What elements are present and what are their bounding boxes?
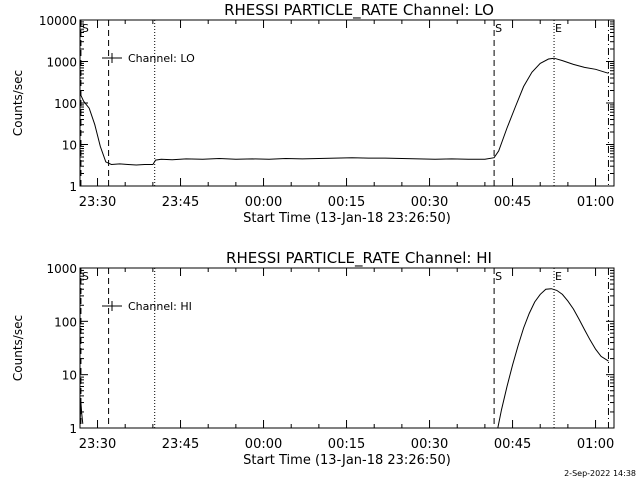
- x-tick-label-0-2: 00:00: [245, 195, 282, 210]
- y-tick-label-0-2: 100: [54, 97, 77, 111]
- y-tick-label-1-0: 1: [69, 422, 77, 436]
- y-tick-label-1-3: 1000: [46, 262, 77, 276]
- event-marker-label-1-4: E: [555, 270, 562, 283]
- series-line-1-0-1: [497, 288, 609, 429]
- y-axis-label-1: Counts/sec: [11, 315, 25, 381]
- x-tick-label-1-2: 00:00: [245, 437, 282, 452]
- y-tick-label-1-2: 100: [54, 315, 77, 329]
- chart-title-0: RHESSI PARTICLE_RATE Channel: LO: [224, 1, 494, 20]
- y-tick-label-1-1: 10: [62, 369, 77, 383]
- event-marker-label-1-0: S: [82, 270, 89, 283]
- plot-frame-1: [79, 267, 615, 429]
- x-tick-label-0-4: 00:30: [411, 195, 448, 210]
- y-tick-label-0-1: 10: [62, 139, 77, 153]
- event-marker-label-0-3: S: [495, 22, 502, 35]
- y-tick-label-0-3: 1000: [46, 56, 77, 70]
- event-marker-label-1-3: S: [495, 270, 502, 283]
- y-axis-label-0: Counts/sec: [11, 70, 25, 136]
- x-tick-label-1-3: 00:15: [328, 437, 365, 452]
- x-axis-label-1: Start Time (13-Jan-18 23:26:50): [243, 453, 451, 468]
- x-tick-label-0-3: 00:15: [328, 195, 365, 210]
- x-tick-label-0-0: 23:30: [79, 195, 116, 210]
- y-tick-label-0-4: 10000: [39, 14, 77, 28]
- x-tick-label-1-1: 23:45: [162, 437, 199, 452]
- x-tick-label-1-5: 00:45: [494, 437, 531, 452]
- series-line-0-0-0: [79, 57, 609, 166]
- x-axis-label-0: Start Time (13-Jan-18 23:26:50): [243, 211, 451, 226]
- chart-title-1: RHESSI PARTICLE_RATE Channel: HI: [226, 249, 492, 268]
- y-tick-label-0-0: 1: [69, 180, 77, 194]
- x-tick-label-1-6: 01:00: [577, 437, 614, 452]
- x-tick-label-0-5: 00:45: [494, 195, 531, 210]
- series-line-1-0-0: [79, 402, 84, 424]
- legend-label-0: Channel: LO: [128, 52, 195, 65]
- event-marker-label-0-0: S: [82, 22, 89, 35]
- x-tick-label-0-6: 01:00: [577, 195, 614, 210]
- x-tick-label-0-1: 23:45: [162, 195, 199, 210]
- x-tick-label-1-4: 00:30: [411, 437, 448, 452]
- legend-label-1: Channel: HI: [128, 300, 192, 313]
- event-marker-label-0-4: E: [555, 22, 562, 35]
- x-tick-label-1-0: 23:30: [79, 437, 116, 452]
- plot-timestamp: 2-Sep-2022 14:38: [564, 469, 636, 478]
- plot-frame-0: [79, 19, 615, 187]
